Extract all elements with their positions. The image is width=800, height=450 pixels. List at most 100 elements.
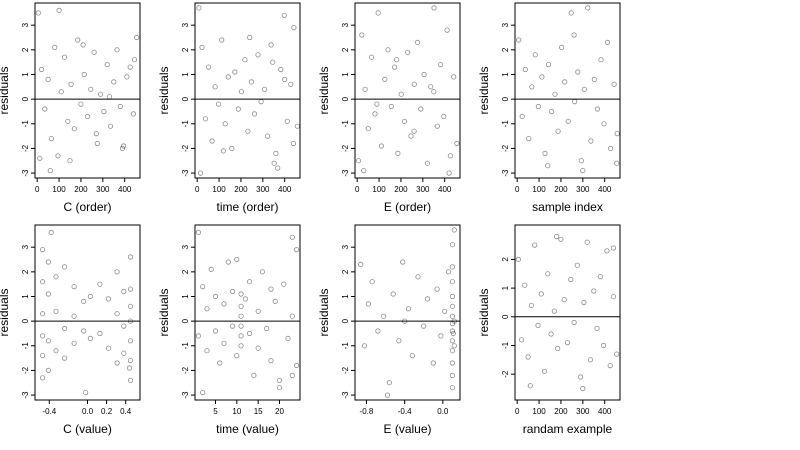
data-point [91,49,97,55]
y-tick-label: -1 [341,342,350,350]
panel-6: 5 10 15 20 -3 -2 -1 0 1 2 3 time (value) residuals [157,224,301,436]
y-axis-label: residuals [317,66,331,114]
data-point [390,291,396,297]
data-point [104,61,110,68]
y-tick-label: -2 [181,366,190,374]
data-point [248,79,254,85]
data-point [447,153,453,159]
data-point [454,140,460,147]
data-point [229,145,235,151]
data-point [558,236,564,242]
x-tick-label: 0 [515,185,520,194]
data-point [45,259,52,265]
data-point [209,138,215,144]
data-point [408,133,414,139]
data-point [369,279,375,285]
data-point [409,352,415,359]
data-point [581,86,587,92]
y-tick-label: 0 [21,318,30,323]
x-tick-label: 400 [118,185,132,194]
data-point [362,86,368,92]
data-point [396,338,402,344]
data-point [45,291,52,297]
x-tick-label: -0.4 [42,407,56,416]
y-tick-label: 1 [501,72,510,77]
data-point [204,306,210,312]
y-tick-label: -3 [341,169,350,177]
y-tick-label: 2 [501,47,510,52]
data-point [271,160,277,166]
data-point [127,338,134,344]
data-point [428,84,434,90]
data-point [288,81,294,87]
data-point [238,303,244,309]
data-point [535,322,541,328]
data-point [451,343,457,349]
data-point [117,103,123,110]
x-tick-label: 10 [232,407,241,416]
data-point [105,296,112,302]
data-point [445,269,452,275]
data-point [268,42,274,48]
y-tick-label: 0 [501,314,510,319]
data-point [65,118,71,124]
y-axis-label: residuals [477,288,491,336]
y-tick-label: 1 [501,285,510,290]
x-tick-label: 200 [554,185,568,194]
data-point [204,348,210,354]
data-point [284,118,290,124]
data-point [206,64,212,70]
y-tick-label: 1 [21,294,30,299]
data-point [600,342,607,349]
data-point [281,12,287,18]
y-tick-label: 0 [341,318,350,323]
data-point [119,145,126,151]
data-point [424,160,430,166]
y-tick-label: 1 [181,72,190,77]
data-point [114,360,120,366]
data-point [84,113,91,120]
data-point [431,5,437,11]
x-tick-label: -0.4 [398,407,412,416]
data-point [384,392,391,398]
data-point [275,165,281,171]
data-point [105,345,112,351]
data-point [276,377,283,383]
data-point [431,89,437,95]
y-tick-label: 0 [181,318,190,323]
data-point [529,84,535,90]
data-point [264,325,270,332]
data-point [610,245,617,251]
data-point [219,37,225,43]
data-point [361,343,368,349]
data-point [245,128,251,134]
plot-frame [514,224,621,401]
plot-frame [34,2,141,179]
y-tick-label: -1 [21,120,30,128]
data-point [289,234,295,240]
data-point [614,351,620,357]
data-point [121,350,127,356]
x-axis-label: C (order) [63,200,111,214]
data-point [197,170,204,176]
data-point [81,71,87,78]
data-point [414,39,421,46]
data-point [251,111,258,117]
data-point [577,374,584,380]
data-point [83,389,89,396]
data-point [127,286,134,292]
data-point [127,254,134,260]
data-point [293,247,300,253]
data-point [580,168,586,174]
data-point [238,323,244,329]
data-point [39,279,46,285]
data-point [614,131,620,137]
data-point [522,66,528,73]
data-point [130,111,136,117]
data-point [571,32,577,38]
data-point [114,47,120,53]
y-tick-label: -3 [341,391,350,399]
data-point [45,367,52,373]
data-point [238,313,244,319]
data-point [134,34,140,41]
